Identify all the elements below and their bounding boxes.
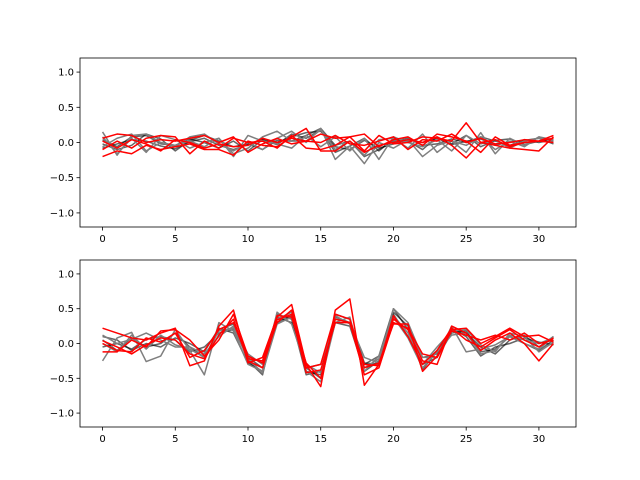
y-tick-label: −0.5 [50,374,74,385]
y-tick-label: 1.0 [58,269,74,280]
x-tick-label: 10 [242,434,255,445]
x-tick-label: 15 [314,234,327,245]
x-tick-label: 30 [533,434,546,445]
top-subplot: 0 5 10 15 20 25 30 −1.0 −0.5 0.0 0.5 1.0 [50,57,577,245]
y-tick-label: −0.5 [50,173,74,184]
x-tick-label: 5 [172,234,178,245]
y-tick-label: −1.0 [50,208,74,219]
x-tick-label: 15 [314,434,327,445]
x-tick-label: 0 [99,234,105,245]
x-tick-label: 20 [387,234,400,245]
series-line-10 [102,133,554,152]
series-line-8 [102,309,554,373]
y-tick-label: 0.5 [58,304,74,315]
x-tick-label: 25 [460,434,473,445]
x-tick-label: 10 [242,234,255,245]
series-line-7 [102,127,554,159]
y-tick-label: 0.0 [58,138,74,149]
x-tick-label: 5 [172,434,178,445]
x-tick-label: 30 [533,234,546,245]
x-tick-label: 0 [99,434,105,445]
y-tick-label: −1.0 [50,409,74,420]
y-tick-label: 0.5 [58,103,74,114]
series-line-10 [102,313,554,374]
bottom-subplot: 0 5 10 15 20 25 30 −1.0 −0.5 0.0 0.5 1.0 [50,259,577,445]
series-group [101,298,555,388]
series-group [101,122,554,165]
y-tick-label: 0.0 [58,339,74,350]
x-tick-label: 25 [460,234,473,245]
y-tick-label: 1.0 [58,68,74,79]
x-tick-label: 20 [387,434,400,445]
